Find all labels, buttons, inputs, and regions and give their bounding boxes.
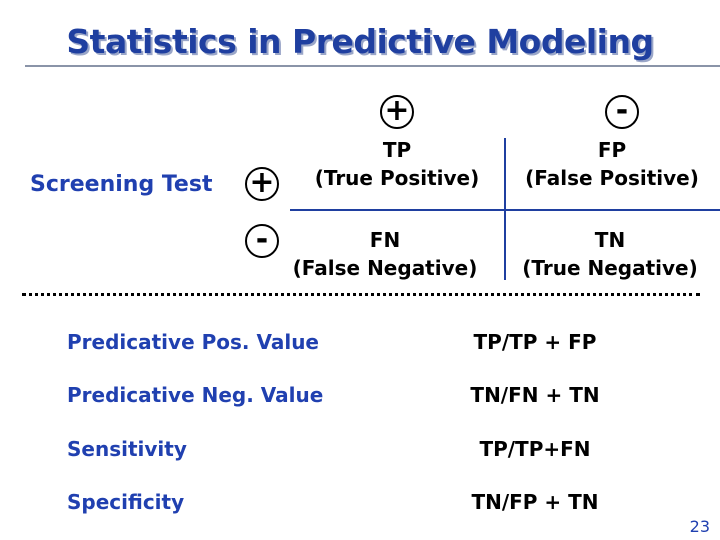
dotted-separator (22, 293, 700, 296)
metric-label: Predicative Pos. Value (67, 330, 319, 354)
metric-label: Predicative Neg. Value (67, 383, 324, 407)
matrix-divider (290, 209, 720, 211)
cell-abbr: TN (594, 228, 626, 252)
row-header: - (245, 224, 279, 258)
slide-title: Statistics in Predictive Modeling (66, 22, 654, 61)
matrix-cell: TP (True Positive) (282, 136, 512, 192)
page-number: 23 (689, 517, 710, 536)
cell-abbr: TP (382, 138, 412, 162)
row-label: Screening Test (30, 172, 213, 197)
metric-formula: TP/TP + FP (473, 330, 597, 354)
column-header: - (605, 95, 639, 129)
cell-full: (False Negative) (292, 256, 478, 280)
title-rule (25, 65, 720, 67)
cell-abbr: FP (597, 138, 627, 162)
cell-full: (False Positive) (525, 166, 699, 190)
metric-formula: TN/FP + TN (471, 490, 599, 514)
row-header: + (245, 167, 279, 201)
column-header: + (380, 95, 414, 129)
cell-full: (True Positive) (314, 166, 480, 190)
cell-full: (True Negative) (522, 256, 698, 280)
metric-formula: TP/TP+FN (479, 437, 591, 461)
cell-abbr: FN (369, 228, 401, 252)
matrix-cell: TN (True Negative) (495, 226, 720, 282)
metric-label: Specificity (67, 490, 185, 514)
metric-formula: TN/FN + TN (470, 383, 600, 407)
matrix-cell: FP (False Positive) (497, 136, 720, 192)
matrix-cell: FN (False Negative) (270, 226, 500, 282)
metric-label: Sensitivity (67, 437, 187, 461)
